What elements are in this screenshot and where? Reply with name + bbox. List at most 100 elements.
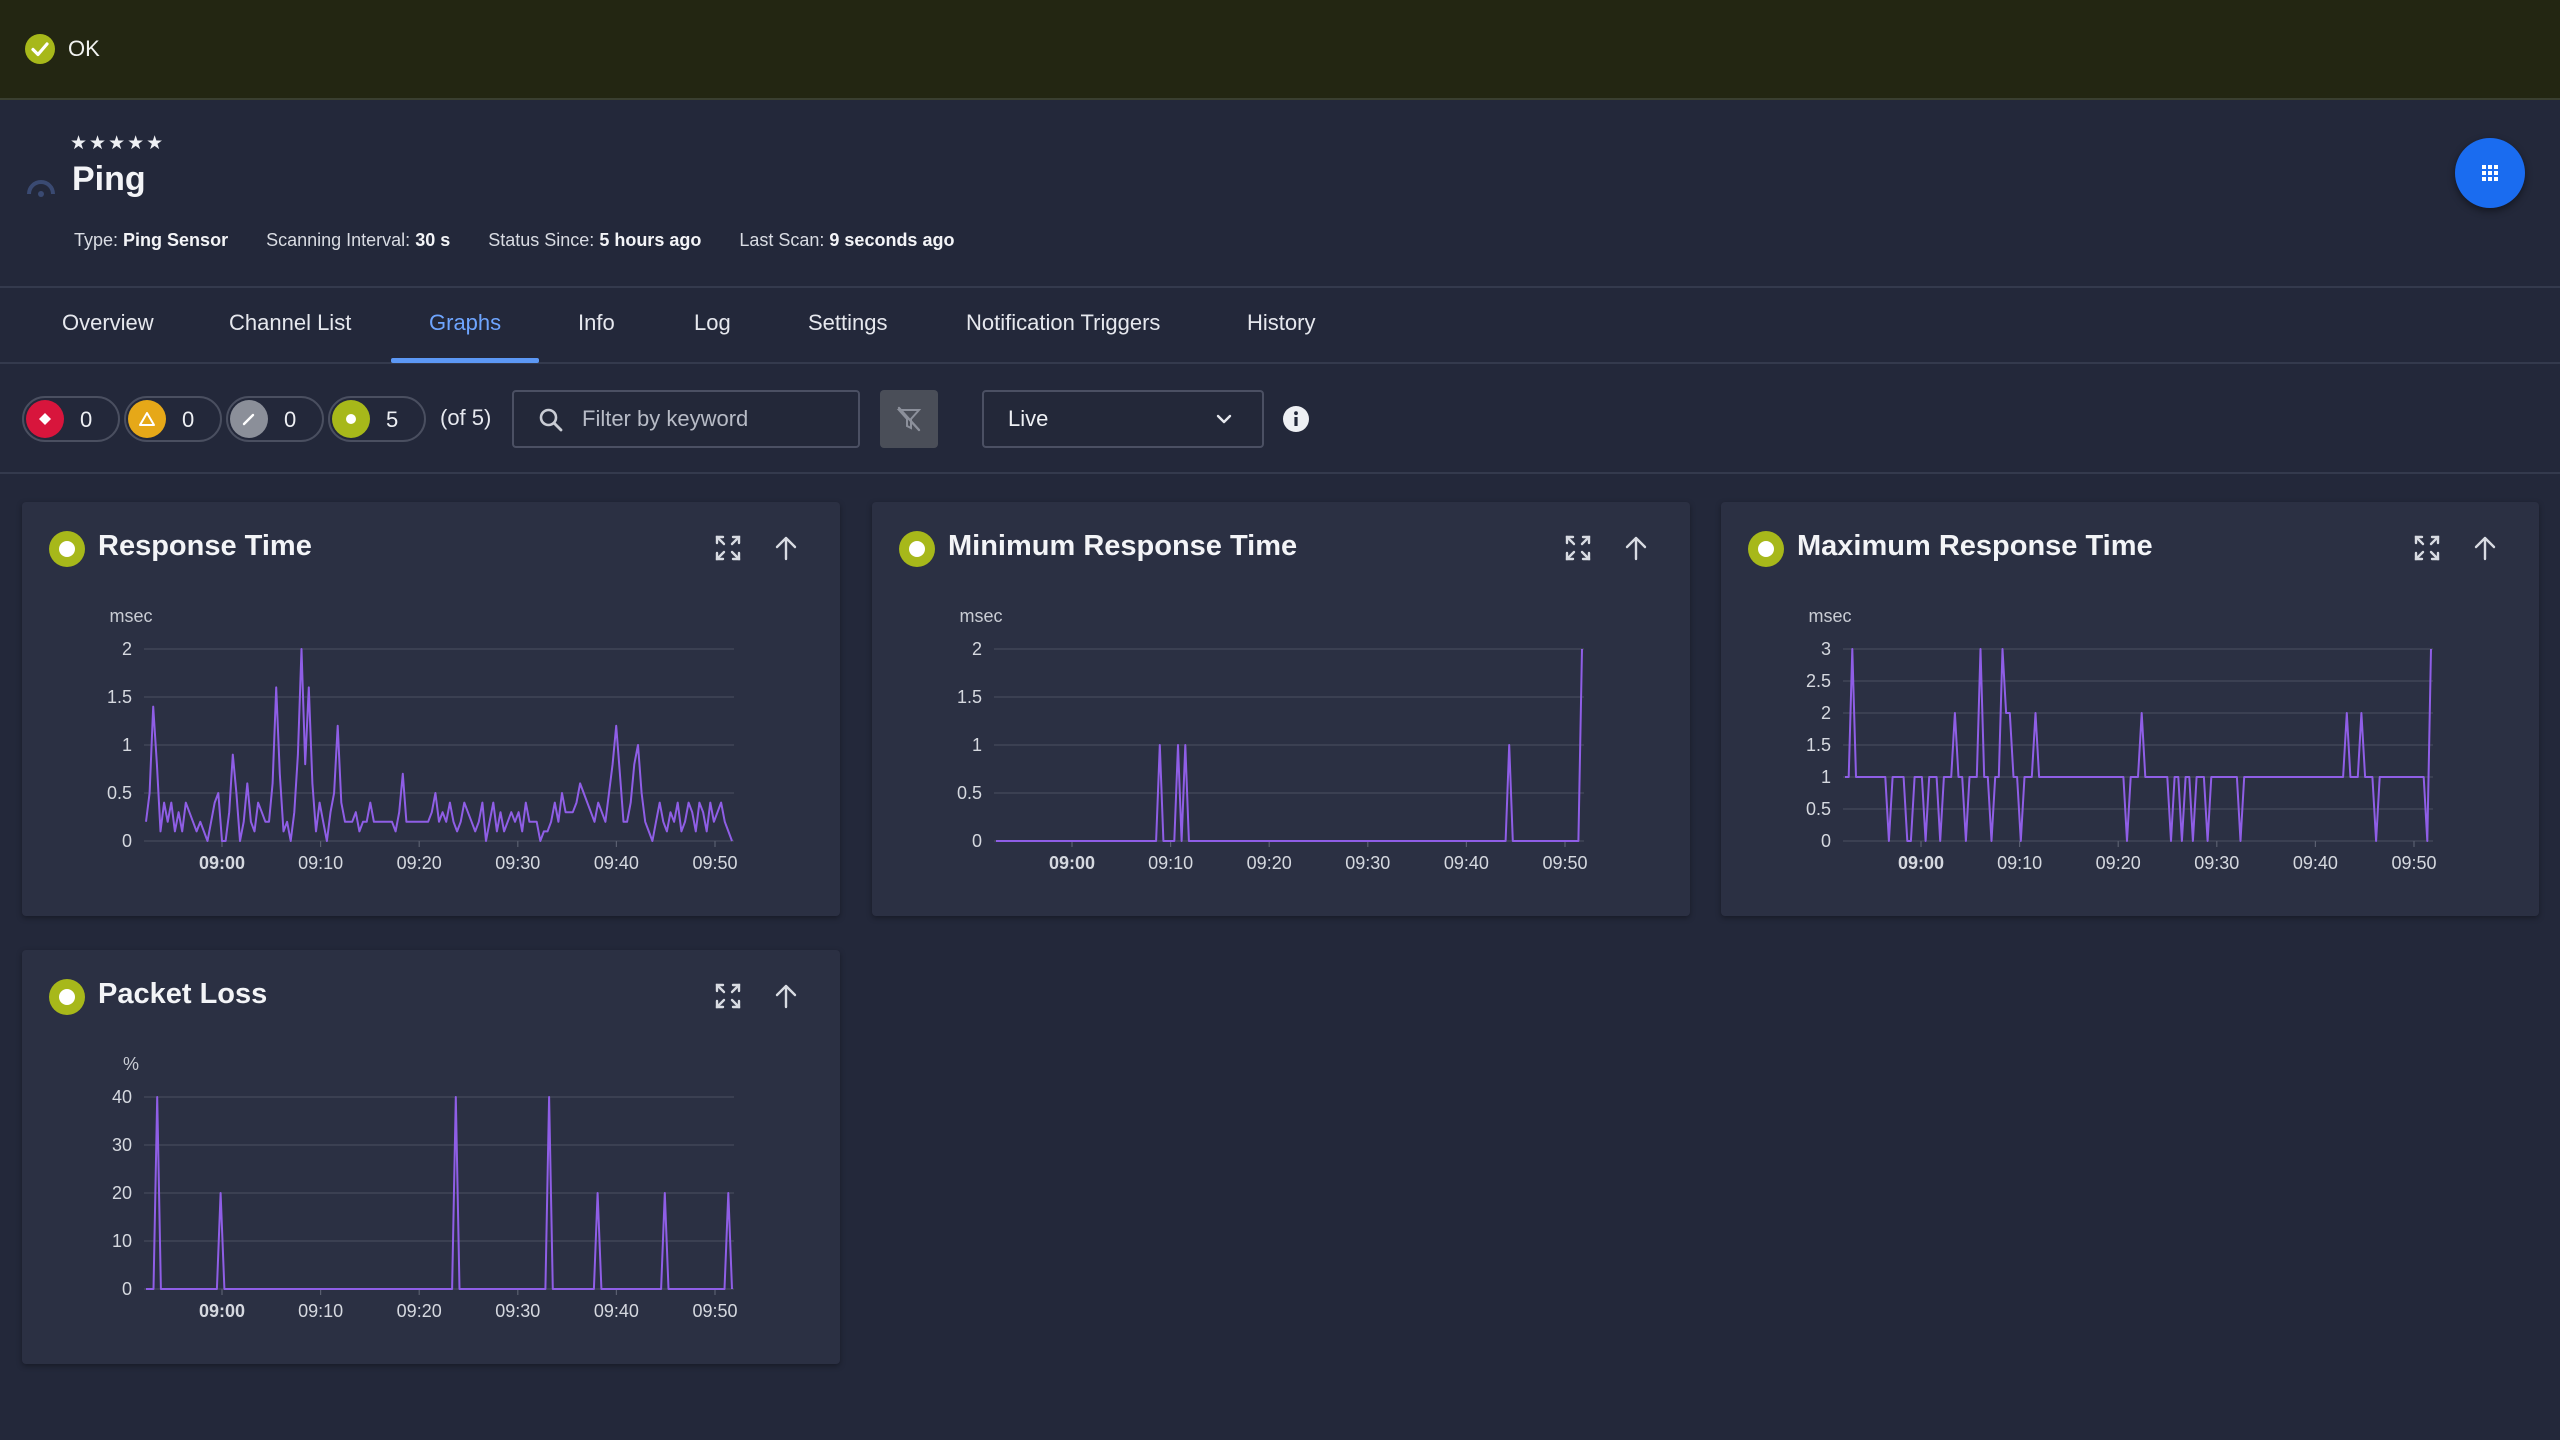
chart-title: Minimum Response Time (948, 530, 1298, 562)
x-tick-label: 09:50 (1542, 853, 1587, 873)
status-bar: OK (0, 0, 2560, 100)
y-tick-label: 2.5 (1806, 671, 1831, 691)
y-tick-label: 30 (112, 1135, 132, 1155)
x-tick-label: 09:50 (2391, 853, 2436, 873)
meta-type-value: Ping Sensor (123, 230, 229, 250)
meta-interval-value: 30 s (415, 230, 451, 250)
tab-overview[interactable]: Overview (62, 310, 154, 335)
filter-up-count[interactable]: 5 (328, 396, 426, 442)
filter-warning-count[interactable]: 0 (124, 396, 222, 442)
y-axis-unit: msec (1808, 606, 1851, 626)
tab-graphs[interactable]: Graphs (429, 310, 502, 335)
chart-title: Maximum Response Time (1797, 530, 2153, 562)
paused-count: 0 (284, 407, 297, 432)
arrow-up-icon[interactable] (772, 534, 800, 562)
x-tick-label: 09:20 (2096, 853, 2141, 873)
y-tick-label: 1 (1821, 767, 1831, 787)
y-axis-unit: msec (959, 606, 1002, 626)
down-count: 0 (80, 407, 93, 432)
clear-filter-button[interactable] (880, 390, 938, 448)
y-tick-label: 10 (112, 1231, 132, 1251)
priority-stars[interactable]: ★★★★★ (70, 133, 166, 154)
expand-icon[interactable] (714, 534, 742, 562)
y-axis-unit: msec (109, 606, 152, 626)
meta-since: Status Since: 5 hours ago (488, 230, 701, 251)
x-tick-label: 09:20 (397, 853, 442, 873)
series-line (1845, 648, 2432, 842)
tab-settings[interactable]: Settings (808, 310, 888, 335)
sensor-header: ★★★★★ Ping Type: Ping Sensor Scanning In… (0, 102, 2560, 288)
expand-icon[interactable] (714, 982, 742, 1010)
meta-scan-value: 9 seconds ago (829, 230, 955, 250)
filter-down-count[interactable]: 0 (22, 396, 120, 442)
expand-icon[interactable] (1564, 534, 1592, 562)
x-tick-label: 09:40 (2293, 853, 2338, 873)
chart-card-response-time: Response Time msec 0 0.5 1 1.5 2 09:00 09:10 09:… (22, 502, 840, 916)
channel-toolbar: 0 0 0 5 (of 5) Filter by keyword Live (0, 364, 2560, 474)
meta-since-value: 5 hours ago (599, 230, 702, 250)
filter-off-icon (896, 406, 922, 432)
keyword-search-input[interactable]: Filter by keyword (512, 390, 860, 448)
status-label: OK (68, 36, 100, 61)
down-status-icon (26, 400, 64, 438)
meta-type-label: Type: (74, 230, 119, 250)
meta-scan-label: Last Scan: (739, 230, 825, 250)
series-line (145, 648, 733, 842)
series-line (146, 1096, 733, 1290)
y-tick-label: 20 (112, 1183, 132, 1203)
arrow-up-icon[interactable] (772, 982, 800, 1010)
chart-card-minimum-response-time: Minimum Response Time msec 0 0.5 1 1.5 2 09:00… (872, 502, 1690, 916)
x-tick-label: 09:10 (1148, 853, 1193, 873)
y-tick-label: 3 (1821, 639, 1831, 659)
tab-history[interactable]: History (1247, 310, 1316, 335)
search-placeholder: Filter by keyword (582, 406, 749, 431)
time-range-select[interactable]: Live (982, 390, 1264, 448)
tab-notification-triggers[interactable]: Notification Triggers (966, 310, 1161, 335)
x-tick-label: 09:40 (594, 1301, 639, 1321)
y-tick-label: 0.5 (1806, 799, 1831, 819)
y-tick-label: 0 (972, 831, 982, 851)
expand-icon[interactable] (2413, 534, 2441, 562)
chevron-down-icon (1216, 414, 1232, 424)
x-tick-label: 09:00 (1049, 853, 1095, 873)
y-tick-label: 0 (122, 1279, 132, 1299)
check-circle-icon (25, 34, 55, 64)
y-tick-label: 2 (122, 639, 132, 659)
chart-card-maximum-response-time: Maximum Response Time msec 0 0.5 1 1.5 2 2.5 3 0… (1721, 502, 2539, 916)
arrow-up-icon[interactable] (1622, 534, 1650, 562)
meta-type: Type: Ping Sensor (74, 230, 228, 251)
meta-since-label: Status Since: (488, 230, 595, 250)
y-tick-label: 1.5 (107, 687, 132, 707)
x-tick-label: 09:00 (199, 1301, 245, 1321)
chart-title: Packet Loss (98, 978, 268, 1010)
tab-bar: Overview Channel List Graphs Info Log Se… (0, 288, 2560, 364)
apps-menu-button[interactable] (2455, 138, 2525, 208)
sensor-meta: Type: Ping Sensor Scanning Interval: 30 … (74, 230, 954, 251)
tab-info[interactable]: Info (578, 310, 615, 335)
y-tick-label: 0 (1821, 831, 1831, 851)
chart-plot: % 0 10 20 30 40 09:00 09:10 09:20 09:30 09:40 09:50 (112, 1054, 738, 1321)
info-icon[interactable] (1282, 405, 1310, 433)
y-tick-label: 40 (112, 1087, 132, 1107)
chart-plot: msec 0 0.5 1 1.5 2 2.5 3 09:00 09:10 09:20 09:30 09:… (1806, 606, 2437, 873)
y-tick-label: 0.5 (957, 783, 982, 803)
x-tick-label: 09:30 (1345, 853, 1390, 873)
x-tick-label: 09:50 (692, 1301, 737, 1321)
y-tick-label: 1.5 (1806, 735, 1831, 755)
y-tick-label: 0.5 (107, 783, 132, 803)
y-tick-label: 2 (972, 639, 982, 659)
up-status-icon (49, 979, 85, 1015)
arrow-up-icon[interactable] (2471, 534, 2499, 562)
filter-paused-count[interactable]: 0 (226, 396, 324, 442)
active-tab-indicator (391, 358, 539, 363)
meta-interval-label: Scanning Interval: (266, 230, 411, 250)
y-tick-label: 1.5 (957, 687, 982, 707)
meta-interval: Scanning Interval: 30 s (266, 230, 450, 251)
warning-count: 0 (182, 407, 195, 432)
x-tick-label: 09:20 (397, 1301, 442, 1321)
x-tick-label: 09:00 (199, 853, 245, 873)
tab-channel-list[interactable]: Channel List (229, 310, 352, 335)
meta-last-scan: Last Scan: 9 seconds ago (739, 230, 954, 251)
tab-log[interactable]: Log (694, 310, 731, 335)
total-count: (of 5) (440, 405, 492, 430)
